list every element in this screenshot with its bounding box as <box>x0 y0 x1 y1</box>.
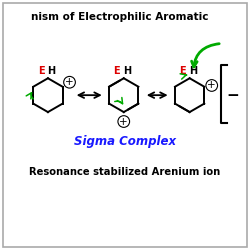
Text: E: E <box>114 66 120 76</box>
Text: Resonance stabilized Arenium ion: Resonance stabilized Arenium ion <box>30 167 221 177</box>
FancyBboxPatch shape <box>3 3 247 247</box>
Text: H: H <box>189 66 197 76</box>
Text: Sigma Complex: Sigma Complex <box>74 135 176 148</box>
Text: H: H <box>47 66 55 76</box>
Text: E: E <box>38 66 44 76</box>
Text: +: + <box>65 77 74 87</box>
Text: H: H <box>123 66 131 76</box>
Text: +: + <box>208 80 216 90</box>
Text: +: + <box>120 116 128 126</box>
Text: nism of Electrophilic Aromatic: nism of Electrophilic Aromatic <box>31 12 209 22</box>
Text: −: − <box>226 88 239 103</box>
Text: E: E <box>179 66 186 76</box>
